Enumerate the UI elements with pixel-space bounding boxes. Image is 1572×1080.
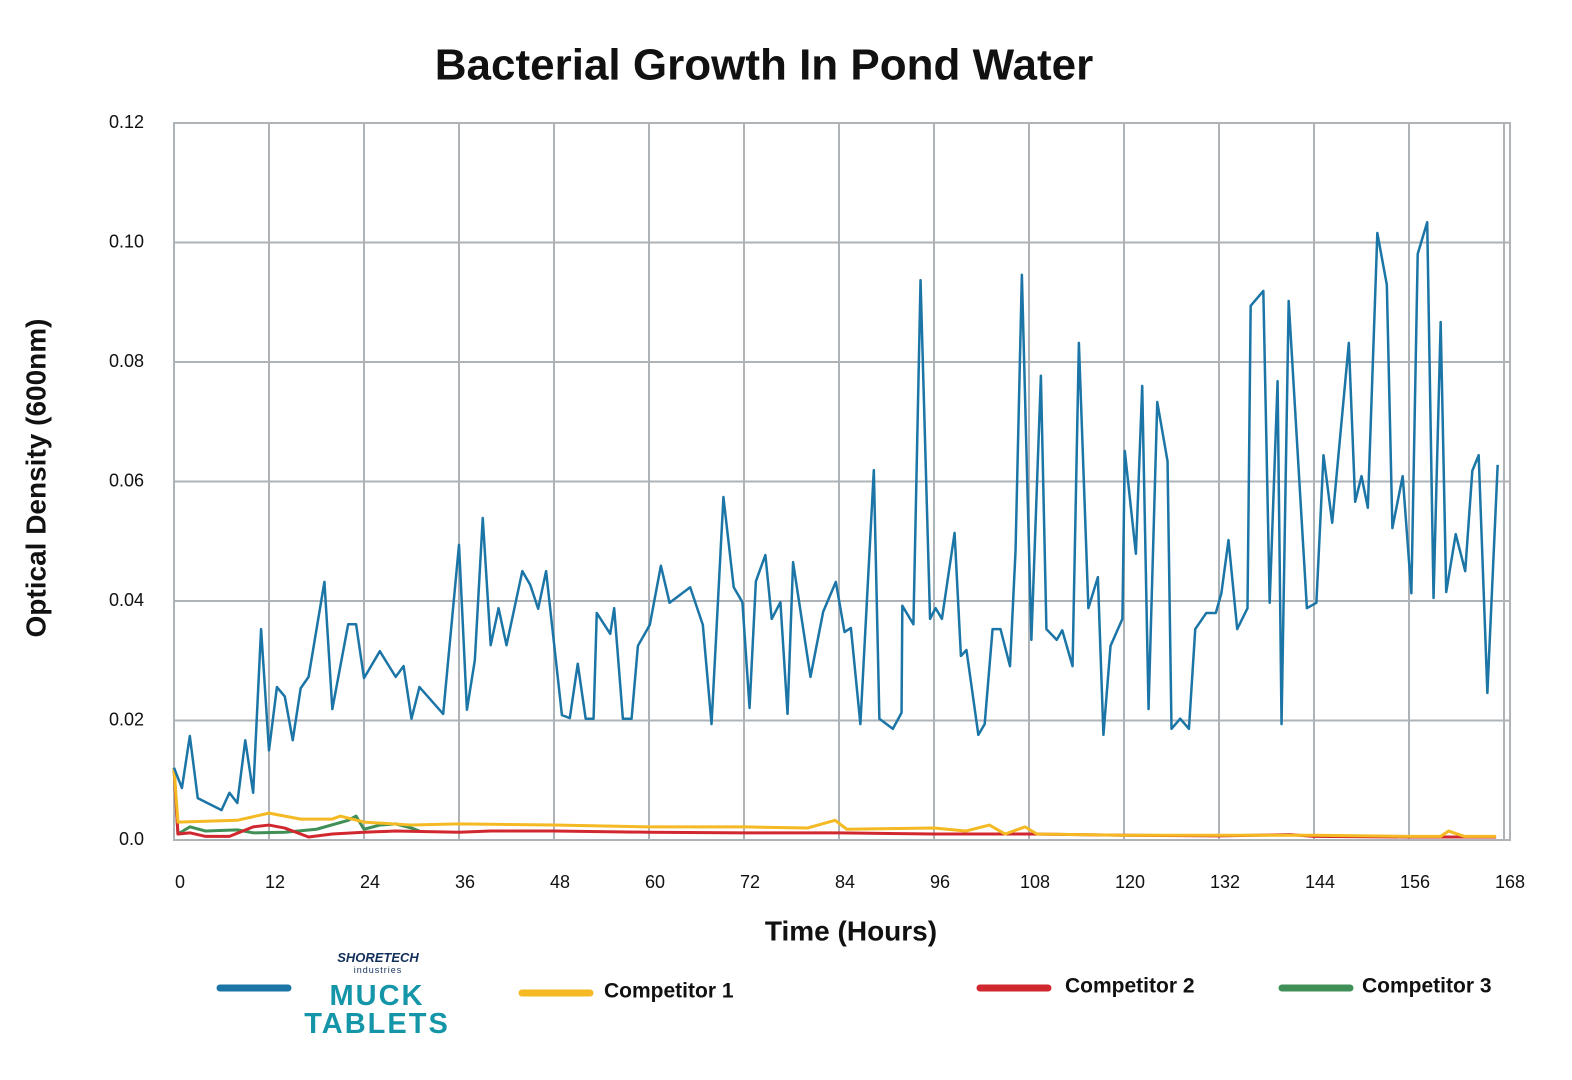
x-tick-label: 72 [740,872,760,892]
x-tick-label: 144 [1305,872,1335,892]
series-line [172,768,1497,838]
y-tick-label: 0.02 [109,709,144,729]
x-axis-label: Time (Hours) [765,915,937,946]
logo-brand: SHORETECH [337,950,419,965]
logo-sub: industries [353,965,403,975]
x-tick-label: 36 [455,872,475,892]
x-tick-label: 60 [645,872,665,892]
series-line [172,220,1499,812]
y-tick-label: 0.06 [109,470,144,490]
x-tick-label: 132 [1210,872,1240,892]
chart-title: Bacterial Growth In Pond Water [435,41,1093,90]
x-tick-label: 120 [1115,872,1145,892]
x-tick-label: 108 [1020,872,1050,892]
x-tick-label: 24 [360,872,380,892]
legend-label: Competitor 2 [1065,975,1195,998]
legend-logo-brand: SHORETECH industries [332,950,424,976]
y-tick-label: 0.10 [109,231,144,251]
legend-label: Competitor 3 [1362,975,1492,998]
y-tick-label: 0.0 [119,829,144,849]
y-axis-label: Optical Density (600nm) [20,319,51,638]
x-tick-label: 0 [175,872,185,892]
y-tick-label: 0.04 [109,590,144,610]
x-tick-label: 156 [1400,872,1430,892]
x-tick-label: 168 [1495,872,1525,892]
x-tick-label: 48 [550,872,570,892]
y-tick-label: 0.08 [109,351,144,371]
legend-label: Competitor 1 [604,980,734,1003]
legend-label: MUCK TABLETS [304,980,450,1040]
y-tick-label: 0.12 [109,112,144,132]
x-tick-label: 84 [835,872,855,892]
x-tick-label: 12 [265,872,285,892]
x-tick-label: 96 [930,872,950,892]
